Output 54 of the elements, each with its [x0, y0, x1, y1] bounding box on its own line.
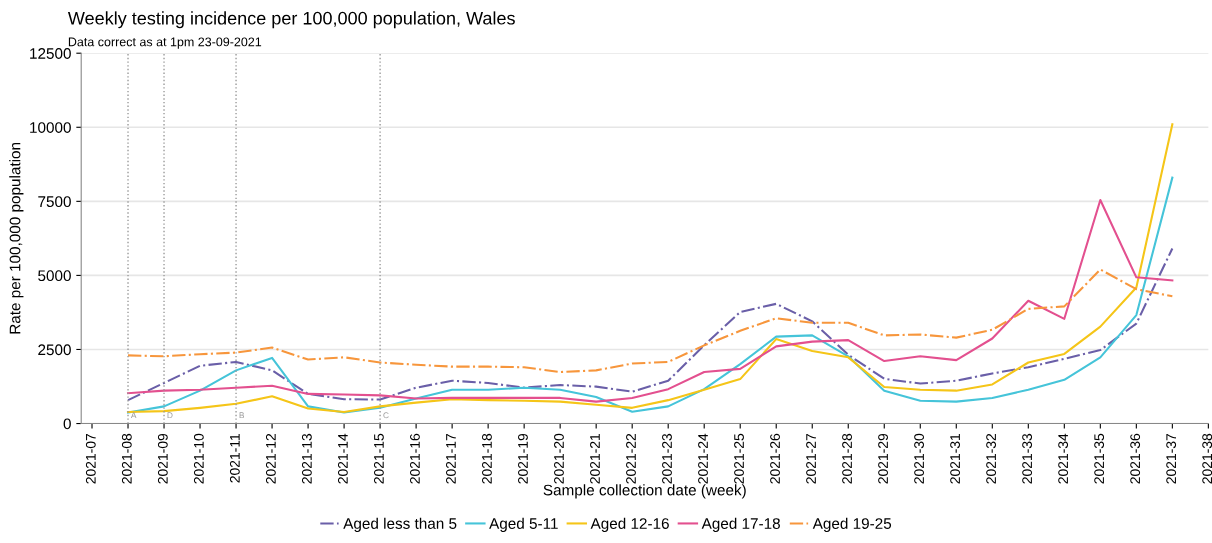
y-tick-label: 12500 [30, 48, 71, 59]
x-tick-label: 2021-17 [446, 433, 456, 484]
x-tick-label: 2021-27 [806, 433, 816, 484]
x-tick-label: 2021-35 [1094, 433, 1105, 484]
x-tick-label: 2021-32 [986, 433, 997, 484]
ref-line-label: D [167, 412, 173, 419]
x-tick-label: 2021-20 [554, 433, 564, 484]
chart-subtitle: Data correct as at 1pm 23-09-2021 [68, 37, 262, 49]
ref-line-label: A [130, 412, 137, 419]
x-tick-label: 2021-30 [914, 433, 924, 484]
x-tick-label: 2021-14 [337, 433, 348, 484]
y-axis-title: Rate per 100,000 population [9, 142, 24, 334]
x-tick-label: 2021-23 [662, 433, 672, 484]
y-tick-label: 0 [63, 418, 71, 430]
x-tick-label: 2021-11 [229, 433, 240, 483]
x-tick-label: 2021-36 [1130, 433, 1141, 484]
x-tick-label: 2021-38 [1202, 433, 1212, 484]
y-tick-label: 2500 [38, 344, 71, 356]
x-tick-label: 2021-29 [878, 433, 888, 484]
legend-label: Aged 12-16 [590, 517, 669, 532]
x-tick-label: 2021-19 [518, 433, 528, 484]
x-tick-label: 2021-10 [193, 433, 204, 484]
x-tick-label: 2021-18 [482, 433, 492, 484]
x-tick-label: 2021-26 [770, 433, 780, 484]
x-tick-label: 2021-22 [626, 433, 636, 484]
ref-line-label: C [383, 412, 389, 419]
line-series [126, 268, 1174, 374]
legend-label: Aged 5-11 [489, 517, 558, 532]
ref-line-label: B [239, 412, 245, 419]
legend-label: Aged 19-25 [812, 517, 892, 532]
x-tick-label: 2021-08 [121, 433, 132, 484]
legend-label: Aged less than 5 [343, 517, 457, 532]
x-tick-label: 2021-15 [373, 433, 384, 484]
x-tick-label: 2021-31 [950, 433, 961, 484]
x-tick-label: 2021-21 [590, 433, 600, 484]
x-tick-label: 2021-24 [698, 433, 708, 484]
x-tick-label: 2021-25 [734, 433, 744, 484]
line-series [126, 247, 1174, 402]
chart-title: Weekly testing incidence per 100,000 population, Wales [67, 11, 515, 29]
y-tick-label: 10000 [30, 122, 71, 133]
x-tick-label: 2021-37 [1166, 433, 1177, 484]
x-tick-label: 2021-34 [1058, 433, 1069, 484]
x-tick-label: 2021-13 [301, 433, 312, 484]
x-tick-label: 2021-12 [265, 433, 276, 484]
x-tick-label: 2021-28 [842, 433, 852, 484]
x-tick-label: 2021-16 [410, 433, 420, 484]
x-tick-label: 2021-07 [85, 433, 96, 484]
y-tick-label: 5000 [38, 270, 71, 282]
y-tick-label: 7500 [38, 196, 71, 208]
line-series [126, 123, 1174, 414]
x-tick-label: 2021-33 [1022, 433, 1033, 484]
legend-label: Aged 17-18 [701, 517, 780, 532]
x-tick-label: 2021-09 [157, 433, 168, 484]
x-axis-title: Sample collection date (week) [543, 484, 746, 499]
